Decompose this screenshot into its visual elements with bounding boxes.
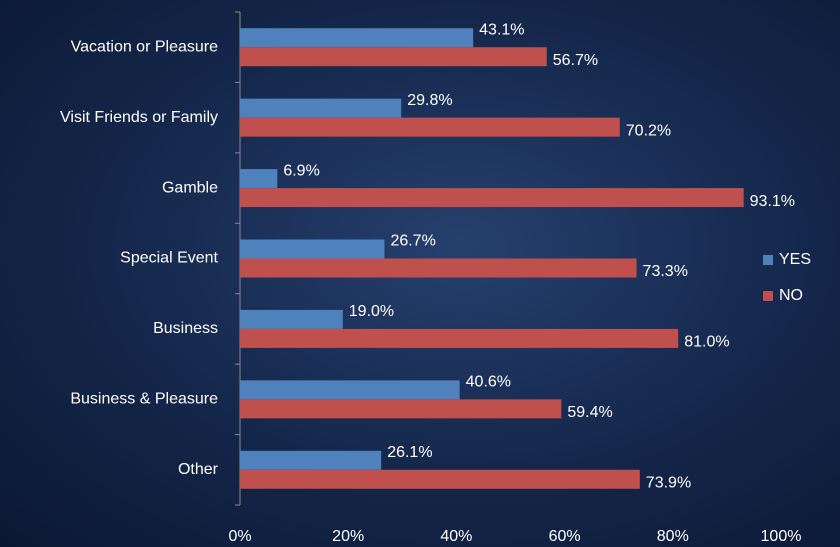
- x-tick-label: 60%: [549, 528, 581, 545]
- bar: [240, 28, 474, 48]
- bar: [240, 239, 385, 259]
- value-label: 81.0%: [684, 334, 729, 351]
- value-label: 93.1%: [750, 193, 795, 210]
- value-label: 56.7%: [553, 52, 598, 69]
- value-label: 19.0%: [349, 303, 394, 320]
- bar: [240, 117, 620, 137]
- category-label: Visit Friends or Family: [60, 109, 218, 126]
- bar: [240, 450, 382, 470]
- category-label: Other: [178, 461, 219, 478]
- x-tick-label: 0%: [228, 528, 251, 545]
- bar: [240, 258, 637, 278]
- category-label: Business & Pleasure: [70, 391, 218, 408]
- value-label: 73.3%: [643, 263, 688, 280]
- value-label: 73.9%: [646, 475, 691, 492]
- bar: [240, 169, 278, 189]
- legend-swatch: [763, 291, 773, 301]
- bar: [240, 98, 402, 118]
- category-label: Special Event: [120, 250, 218, 267]
- legend-label: NO: [779, 287, 803, 304]
- bar: [240, 469, 640, 489]
- x-tick-label: 100%: [761, 528, 802, 545]
- value-label: 43.1%: [479, 21, 524, 38]
- value-label: 59.4%: [567, 404, 612, 421]
- legend-label: YES: [779, 251, 811, 268]
- value-label: 26.7%: [390, 233, 435, 250]
- x-tick-label: 80%: [657, 528, 689, 545]
- bar: [240, 188, 744, 208]
- x-tick-label: 20%: [332, 528, 364, 545]
- value-label: 70.2%: [626, 122, 671, 139]
- bar: [240, 380, 460, 400]
- bar: [240, 399, 562, 419]
- bar: [240, 328, 679, 348]
- value-label: 6.9%: [283, 162, 319, 179]
- bar: [240, 47, 547, 67]
- bar: [240, 309, 343, 329]
- value-label: 29.8%: [407, 92, 452, 109]
- value-label: 40.6%: [466, 374, 511, 391]
- value-label: 26.1%: [387, 444, 432, 461]
- category-label: Gamble: [162, 179, 218, 196]
- category-label: Business: [153, 320, 218, 337]
- legend-swatch: [763, 255, 773, 265]
- category-label: Vacation or Pleasure: [71, 38, 218, 55]
- x-tick-label: 40%: [440, 528, 472, 545]
